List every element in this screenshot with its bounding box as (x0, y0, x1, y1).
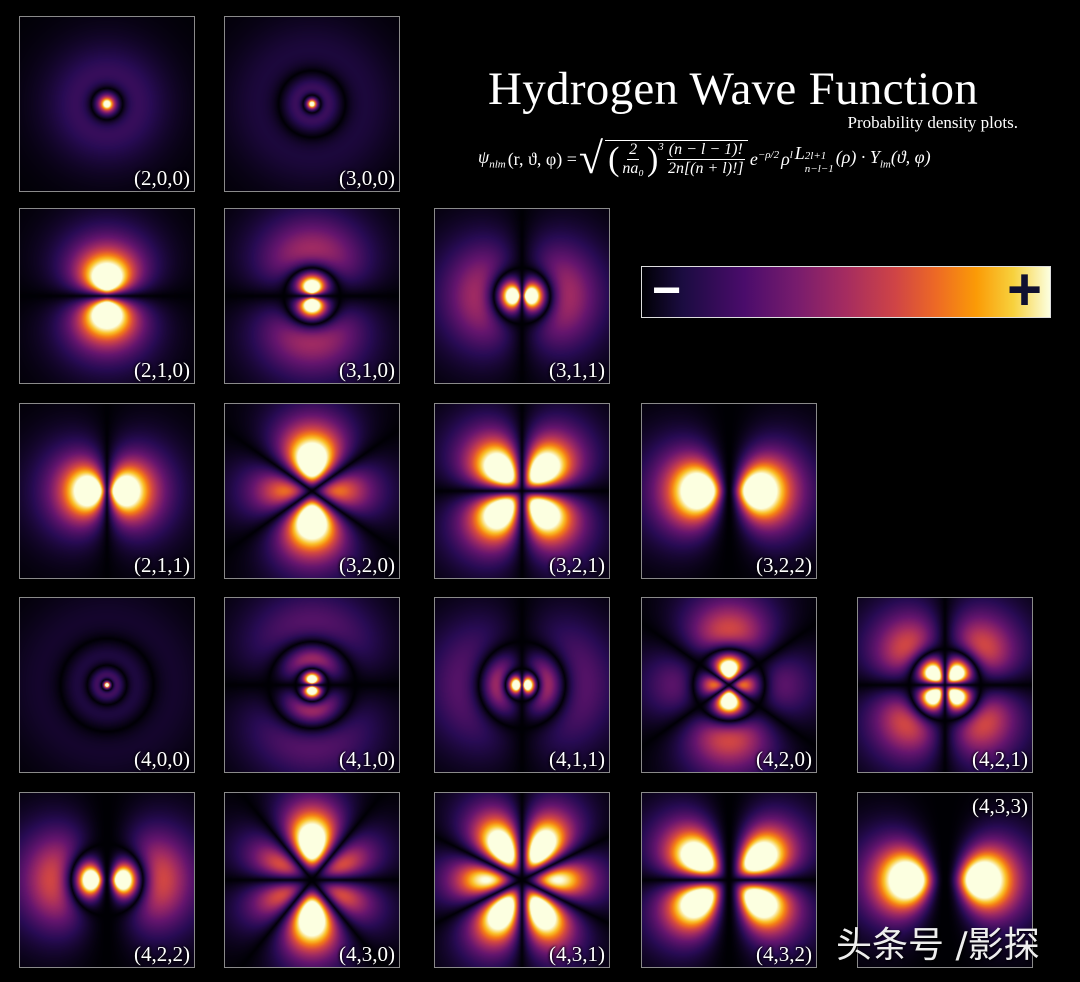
eq-lhs: ψnlm (478, 147, 506, 171)
orbital-label: (2,0,0) (134, 165, 190, 190)
orbital-plot: (2,1,0) (19, 208, 195, 384)
probability-density-image (225, 598, 399, 772)
orbital-plot: (4,3,1) (434, 792, 610, 968)
eq-radicand: ( 2 na₀ ) 3 (n − l − 1)! 2n[(n + l)!] (605, 139, 748, 179)
eq-rho: ρl (781, 148, 793, 169)
eq-spherical-harmonic: (ρ) · Ylm(ϑ, φ) (835, 147, 931, 171)
probability-density-image (225, 793, 399, 967)
eq-laguerre: L 2l+1 n−l−1 (794, 143, 834, 175)
orbital-plot: (3,0,0) (224, 16, 400, 192)
orbital-plot: (4,2,1) (857, 597, 1033, 773)
orbital-plot: (3,2,0) (224, 403, 400, 579)
probability-density-image (858, 598, 1032, 772)
probability-density-image (20, 209, 194, 383)
colorbar-plus-label: + (1006, 256, 1042, 323)
probability-density-image (435, 793, 609, 967)
probability-density-image (20, 793, 194, 967)
orbital-plot: (3,2,1) (434, 403, 610, 579)
orbital-label: (4,2,1) (972, 746, 1028, 771)
orbital-label: (3,2,2) (756, 552, 812, 577)
orbital-label: (3,1,1) (549, 357, 605, 382)
orbital-plot: (4,2,2) (19, 792, 195, 968)
orbital-label: (4,1,1) (549, 746, 605, 771)
orbital-label: (4,3,2) (756, 941, 812, 966)
orbital-label: (4,2,0) (756, 746, 812, 771)
orbital-label: (3,2,0) (339, 552, 395, 577)
probability-density-image (858, 793, 1032, 967)
orbital-label: (2,1,1) (134, 552, 190, 577)
orbital-plot: (4,3,0) (224, 792, 400, 968)
orbital-label: (4,3,3) (972, 794, 1028, 818)
orbital-plot: (4,3,2) (641, 792, 817, 968)
subtitle: Probability density plots. (847, 113, 1018, 132)
orbital-plot: (4,1,0) (224, 597, 400, 773)
orbital-label: (4,0,0) (134, 746, 190, 771)
probability-density-image (435, 598, 609, 772)
orbital-plot: (4,1,1) (434, 597, 610, 773)
sqrt-sign: √ (578, 134, 604, 183)
orbital-label: (4,3,0) (339, 941, 395, 966)
probability-density-image (225, 209, 399, 383)
orbital-plot: (4,3,3) (857, 792, 1033, 968)
page-title: Hydrogen Wave Function (488, 63, 979, 115)
probability-density-image (642, 598, 816, 772)
eq-exponential: e−ρ/2 (749, 148, 780, 169)
orbital-plot: (2,0,0) (19, 16, 195, 192)
orbital-plot: (3,1,0) (224, 208, 400, 384)
orbital-plot: (4,2,0) (641, 597, 817, 773)
eq-lhs-args: (r, ϑ, φ) = (507, 148, 577, 169)
probability-density-image (642, 793, 816, 967)
orbital-label: (3,2,1) (549, 552, 605, 577)
watermark: 头条号 /影探 (836, 925, 1040, 966)
orbital-plot: (2,1,1) (19, 403, 195, 579)
orbital-plot: (3,1,1) (434, 208, 610, 384)
probability-density-image (20, 598, 194, 772)
orbital-label: (3,0,0) (339, 165, 395, 190)
colorbar-minus-label: − (652, 262, 682, 318)
orbital-label: (4,2,2) (134, 941, 190, 966)
probability-density-image (225, 404, 399, 578)
probability-density-image (435, 404, 609, 578)
probability-density-image (225, 17, 399, 191)
wave-function-equation: ψnlm (r, ϑ, φ) = √ ( 2 na₀ ) 3 (n − l − 1)… (478, 137, 931, 181)
orbital-label: (4,1,0) (339, 746, 395, 771)
orbital-label: (2,1,0) (134, 357, 190, 382)
probability-density-image (20, 404, 194, 578)
probability-density-image (435, 209, 609, 383)
probability-density-image (642, 404, 816, 578)
orbital-label: (3,1,0) (339, 357, 395, 382)
probability-density-image (20, 17, 194, 191)
colorbar: − + (641, 256, 1051, 323)
orbital-plot: (3,2,2) (641, 403, 817, 579)
orbital-label: (4,3,1) (549, 941, 605, 966)
orbital-plot: (4,0,0) (19, 597, 195, 773)
